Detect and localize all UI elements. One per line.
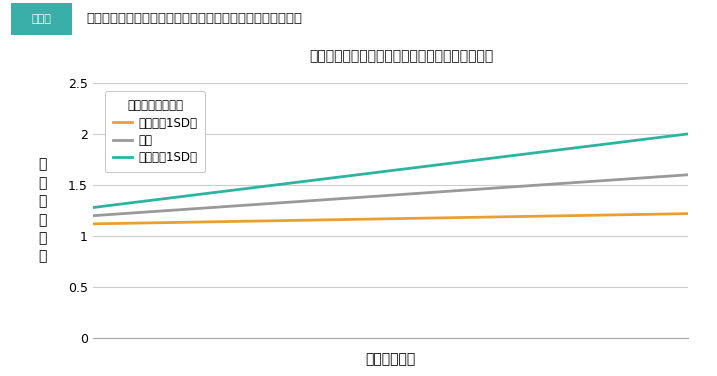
Text: 図表３: 図表３	[32, 14, 51, 24]
Y-axis label: 非
倫
理
的
行
動: 非 倫 理 的 行 動	[39, 158, 47, 264]
Text: 目標設定の関与度と非倫理的な行動を正当化する程度の関係: 目標設定の関与度と非倫理的な行動を正当化する程度の関係	[86, 12, 302, 25]
X-axis label: 道徳的正当化: 道徳的正当化	[366, 352, 416, 366]
FancyBboxPatch shape	[11, 3, 72, 35]
Text: 「目標設定への参加と正当化の程度の交互作用」: 「目標設定への参加と正当化の程度の交互作用」	[310, 49, 493, 64]
Legend: 高い（＋1SD）, 平均, 低い（－1SD）: 高い（＋1SD）, 平均, 低い（－1SD）	[105, 91, 205, 172]
